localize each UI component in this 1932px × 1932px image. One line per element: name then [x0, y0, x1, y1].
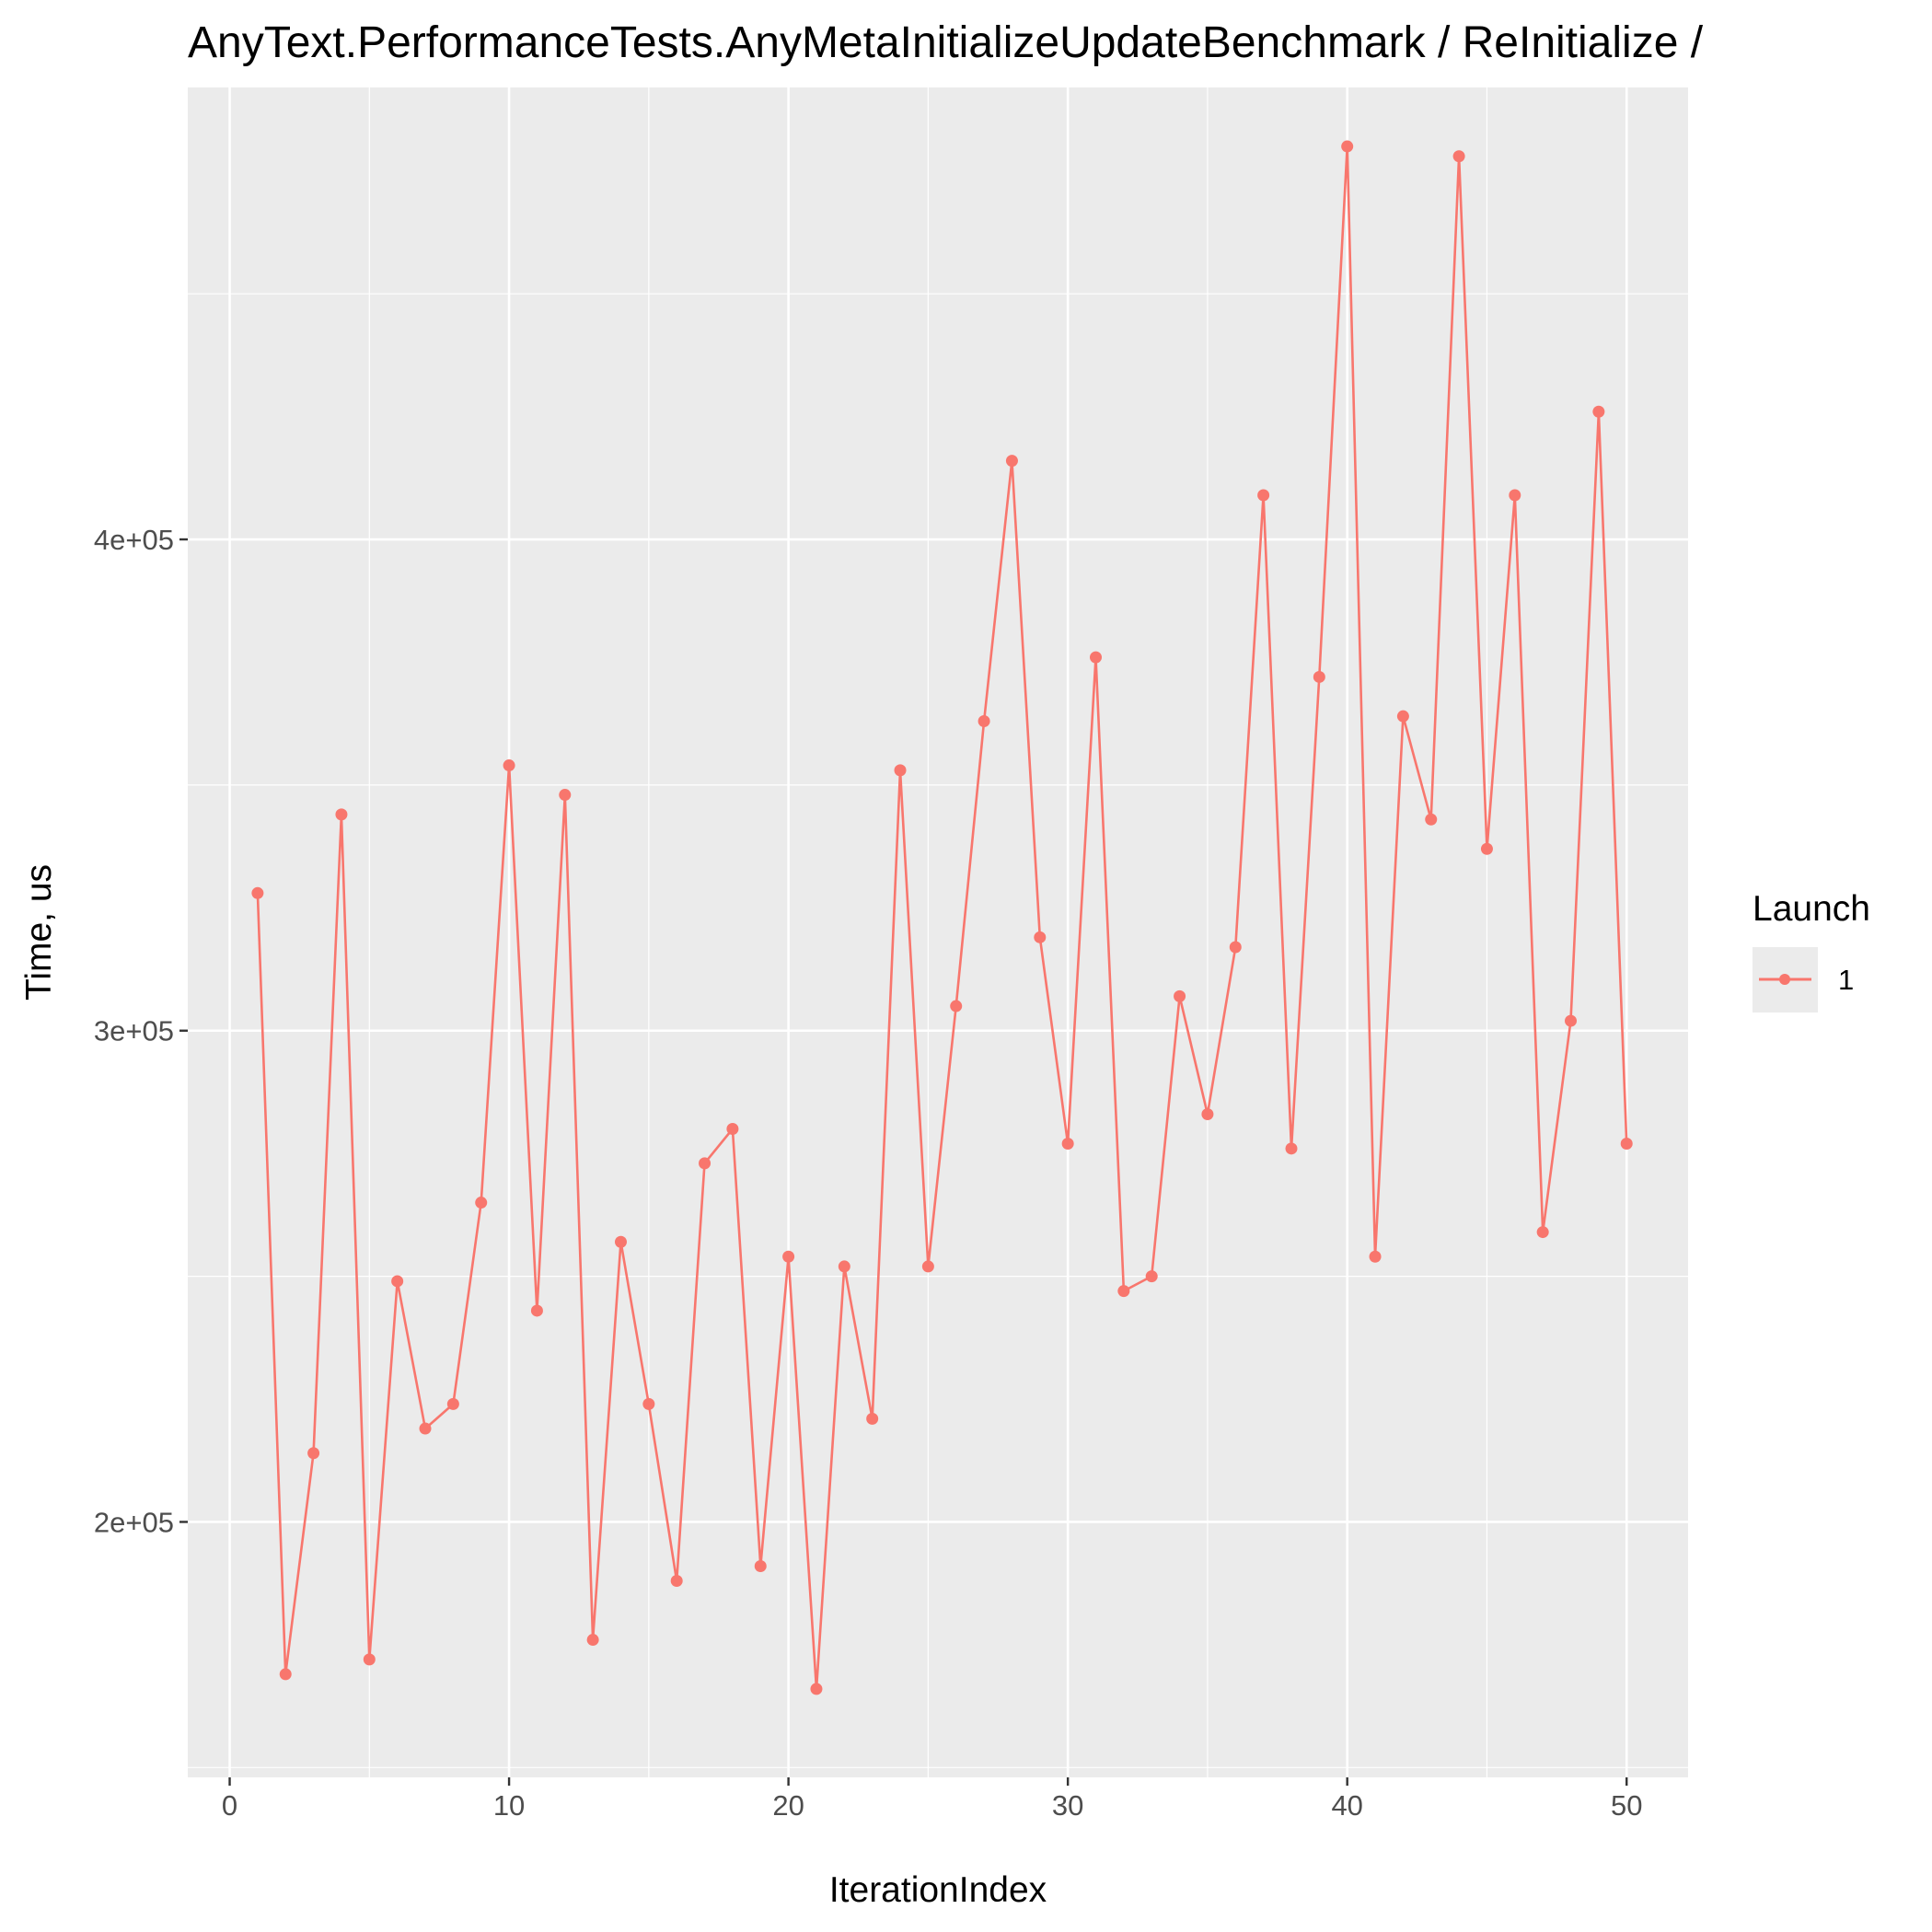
x-tick-label: 30 [1052, 1789, 1083, 1822]
x-axis-title: IterationIndex [829, 1870, 1047, 1910]
data-point [335, 808, 348, 821]
data-point [503, 759, 515, 772]
data-point [1145, 1270, 1158, 1283]
series-line [256, 145, 1628, 1691]
x-tick-label: 0 [222, 1789, 237, 1822]
data-point [1034, 931, 1047, 943]
chart-title: AnyText.PerformanceTests.AnyMetaInitiali… [188, 18, 1704, 67]
data-point [726, 1122, 739, 1135]
data-point [586, 1634, 599, 1647]
data-point [642, 1397, 655, 1410]
y-axis-title: Time, us [19, 864, 59, 1001]
data-point [699, 1157, 711, 1170]
legend-label: 1 [1838, 964, 1854, 996]
data-point [1201, 1107, 1214, 1120]
grid-major [188, 87, 1688, 1777]
y-tick-label: 2e+05 [94, 1506, 174, 1538]
data-point [670, 1575, 683, 1588]
data-point [419, 1422, 432, 1435]
data-point [754, 1560, 767, 1572]
data-point [1592, 405, 1605, 418]
data-point [866, 1412, 879, 1425]
grid-minor [188, 87, 1688, 1777]
data-point [1061, 1138, 1074, 1150]
data-point [251, 886, 264, 899]
data-point [1452, 150, 1465, 163]
data-point [1369, 1250, 1382, 1263]
series-layer [251, 140, 1633, 1695]
data-point [1313, 670, 1325, 683]
axis-ticks [179, 538, 1628, 1786]
legend-key-point [1779, 974, 1790, 985]
data-point [1425, 813, 1438, 826]
data-point [1480, 842, 1493, 855]
data-point [838, 1260, 850, 1273]
data-point [978, 715, 990, 727]
data-point [1396, 710, 1409, 723]
data-point [530, 1304, 543, 1317]
data-point [950, 1000, 963, 1012]
data-point [1285, 1142, 1298, 1155]
data-point [559, 789, 572, 802]
data-point [279, 1668, 292, 1681]
data-point [1257, 489, 1270, 502]
data-point [782, 1250, 795, 1263]
data-point [475, 1197, 488, 1209]
data-point [363, 1653, 376, 1666]
data-point [307, 1447, 320, 1460]
data-point [1509, 489, 1521, 502]
data-point [1536, 1226, 1549, 1239]
x-tick-label: 20 [772, 1789, 804, 1822]
legend: Launch 1 [1753, 889, 1870, 1012]
legend-title: Launch [1753, 889, 1870, 929]
data-point [1341, 140, 1354, 153]
data-point [1005, 455, 1018, 468]
data-point [1565, 1014, 1578, 1027]
y-tick-label: 3e+05 [94, 1015, 174, 1047]
data-point [921, 1260, 934, 1273]
data-point [446, 1397, 459, 1410]
x-tick-label: 40 [1331, 1789, 1362, 1822]
data-point [614, 1235, 627, 1248]
plot-panel [188, 87, 1688, 1777]
y-tick-label: 4e+05 [94, 524, 174, 556]
x-tick-label: 10 [493, 1789, 525, 1822]
data-point [391, 1275, 404, 1288]
data-point [1229, 941, 1242, 954]
data-point [1620, 1138, 1633, 1150]
tick-labels: 0 10 20 30 40 50 2e+05 3e+05 4e+05 [94, 524, 1643, 1822]
data-point [810, 1683, 823, 1695]
data-point [1089, 651, 1102, 664]
data-point [1174, 989, 1186, 1002]
x-tick-label: 50 [1611, 1789, 1642, 1822]
data-point [1117, 1285, 1130, 1298]
data-point [894, 764, 907, 777]
